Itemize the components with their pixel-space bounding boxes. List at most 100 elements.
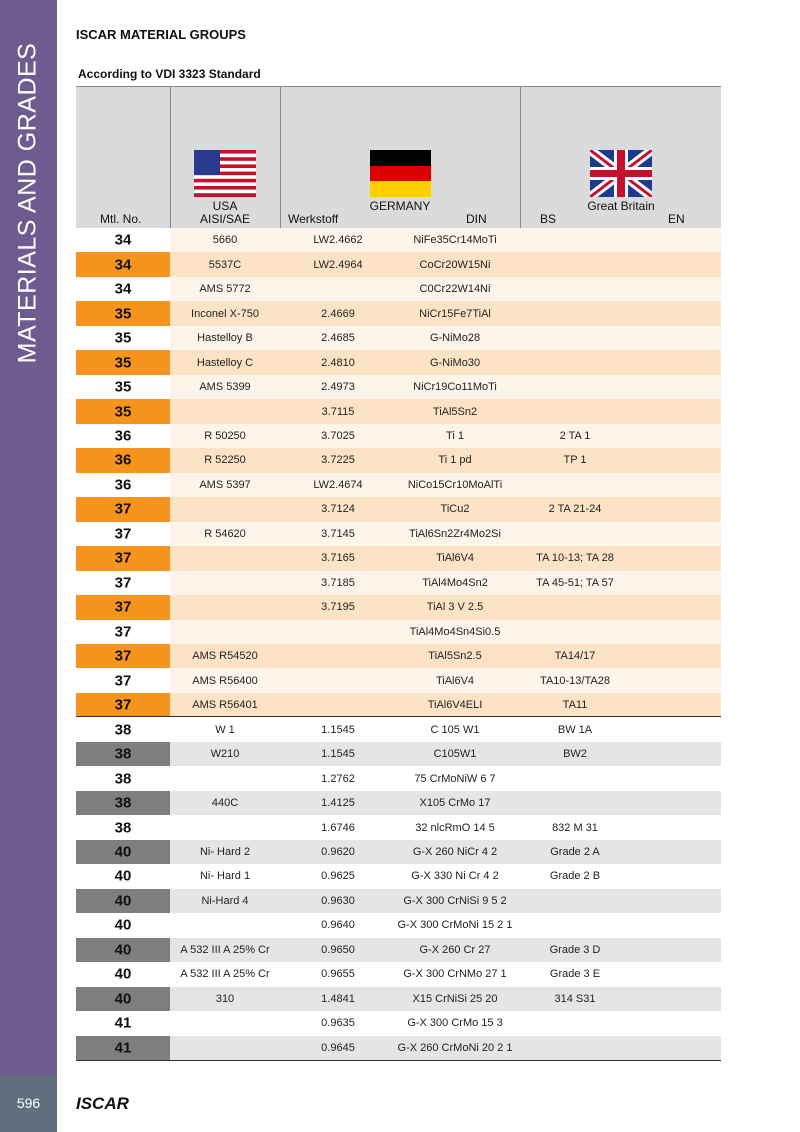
subtitle: According to VDI 3323 Standard — [78, 67, 261, 81]
table-cell: G-X 330 Ni Cr 4 2 — [411, 870, 499, 883]
table-row — [76, 962, 721, 987]
table-cell: R 54620 — [204, 527, 246, 540]
material-number: 40 — [114, 965, 132, 983]
mtl-cell — [76, 913, 170, 938]
table-row — [76, 570, 721, 596]
mtl-cell — [76, 595, 170, 620]
material-number: 38 — [114, 819, 132, 836]
mtl-cell — [76, 962, 170, 987]
table-cell: 3.7225 — [321, 454, 355, 467]
header-label: GERMANY — [369, 199, 431, 213]
mtl-cell — [76, 839, 170, 865]
table-cell: 0.9650 — [321, 943, 355, 956]
table-cell: TiAl6V4 — [435, 674, 475, 687]
table-cell: G-X 260 Cr 27 — [419, 943, 491, 956]
table-cell: Ni-Hard 4 — [201, 894, 249, 907]
material-number: 38 — [114, 794, 132, 812]
table-row — [76, 276, 721, 302]
table-row — [76, 423, 721, 449]
table-cell: NiCr15Fe7TiAl — [419, 307, 491, 320]
mtl-cell — [76, 766, 170, 791]
mtl-cell — [76, 937, 170, 963]
table-cell: LW2.4964 — [313, 258, 363, 271]
table-cell: TiAl4Mo4Sn2 — [422, 576, 488, 589]
header-label: Mtl. No. — [100, 212, 142, 226]
table-row — [76, 325, 721, 351]
table-cell: TA10-13/TA28 — [540, 674, 610, 687]
table-row — [76, 790, 721, 816]
table-row — [76, 643, 721, 669]
table-cell: AMS R56400 — [192, 674, 258, 687]
material-number: 40 — [114, 843, 132, 861]
table-cell: TA11 — [562, 699, 588, 712]
material-number: 36 — [114, 451, 132, 469]
material-number: 37 — [114, 696, 132, 714]
table-cell: 314 S31 — [554, 992, 596, 1005]
table-cell: 2 TA 21-24 — [548, 503, 602, 516]
table-cell: R 52250 — [204, 454, 246, 467]
table-cell: G-NiMo28 — [429, 332, 481, 345]
table-cell: 0.9640 — [321, 919, 355, 932]
material-number: 37 — [114, 623, 132, 641]
table-bottom-border — [76, 1059, 721, 1061]
table-row — [76, 741, 721, 767]
table-row — [76, 374, 721, 400]
material-number: 36 — [114, 476, 132, 494]
mtl-cell — [76, 374, 170, 400]
table-cell: G-X 260 CrMoNi 20 2 1 — [397, 1041, 513, 1054]
table-cell: 5537C — [208, 258, 242, 271]
table-cell: Ni- Hard 1 — [199, 870, 251, 883]
mtl-cell — [76, 570, 170, 596]
table-row — [76, 692, 721, 718]
table-cell: AMS 5399 — [199, 381, 251, 394]
table-row — [76, 815, 721, 840]
table-cell: TiAl 3 V 2.5 — [426, 601, 484, 614]
table-row — [76, 399, 721, 424]
table-cell: Ti 1 pd — [438, 454, 472, 467]
table-row — [76, 448, 721, 473]
table-cell: 1.2762 — [321, 772, 355, 785]
table-cell: X15 CrNiSi 25 20 — [412, 992, 498, 1005]
brand: ISCAR — [76, 1094, 129, 1113]
table-cell: TA 10-13; TA 28 — [536, 552, 614, 565]
mtl-cell — [76, 1035, 170, 1060]
table-cell: Hastelloy B — [197, 332, 253, 345]
sidebar-label: MATERIALS AND GRADES — [13, 42, 42, 364]
table-row — [76, 497, 721, 522]
table-cell: Grade 2 B — [549, 870, 601, 883]
sidebar — [0, 0, 57, 1075]
mtl-cell — [76, 497, 170, 522]
material-number: 34 — [114, 256, 132, 274]
table-cell: 1.4125 — [321, 797, 355, 810]
table-cell: 32 nlcRmO 14 5 — [415, 821, 495, 834]
table-cell: TiAl6Sn2Zr4Mo2Si — [409, 527, 501, 540]
mtl-cell — [76, 643, 170, 669]
table-cell: C 105 W1 — [430, 723, 480, 736]
table-cell: G-X 300 CrMoNi 15 2 1 — [397, 919, 513, 932]
material-number: 38 — [114, 745, 132, 763]
mtl-cell — [76, 252, 170, 277]
table-row — [76, 888, 721, 914]
table-row — [76, 252, 721, 277]
mtl-cell — [76, 888, 170, 914]
table-cell: 5660 — [212, 234, 238, 247]
table-row — [76, 937, 721, 963]
page-number-box — [0, 1075, 57, 1132]
material-number: 41 — [114, 1014, 132, 1032]
material-number: 36 — [114, 427, 132, 445]
table-cell: 1.1545 — [321, 748, 355, 761]
table-cell: G-NiMo30 — [429, 356, 481, 369]
mtl-cell — [76, 276, 170, 302]
germany-flag — [370, 150, 431, 197]
table-cell: Hastelloy C — [196, 356, 254, 369]
table-cell: TiAl6V4ELI — [427, 699, 483, 712]
table-cell: 3.7145 — [321, 527, 355, 540]
table-row — [76, 521, 721, 547]
table-row — [76, 839, 721, 865]
table-cell: LW2.4674 — [313, 478, 363, 491]
table-cell: NiCo15Cr10MoAlTi — [407, 478, 503, 491]
table-row — [76, 668, 721, 693]
table-cell: C0Cr22W14Ni — [419, 283, 491, 296]
table-row — [76, 350, 721, 375]
table-row — [76, 619, 721, 644]
